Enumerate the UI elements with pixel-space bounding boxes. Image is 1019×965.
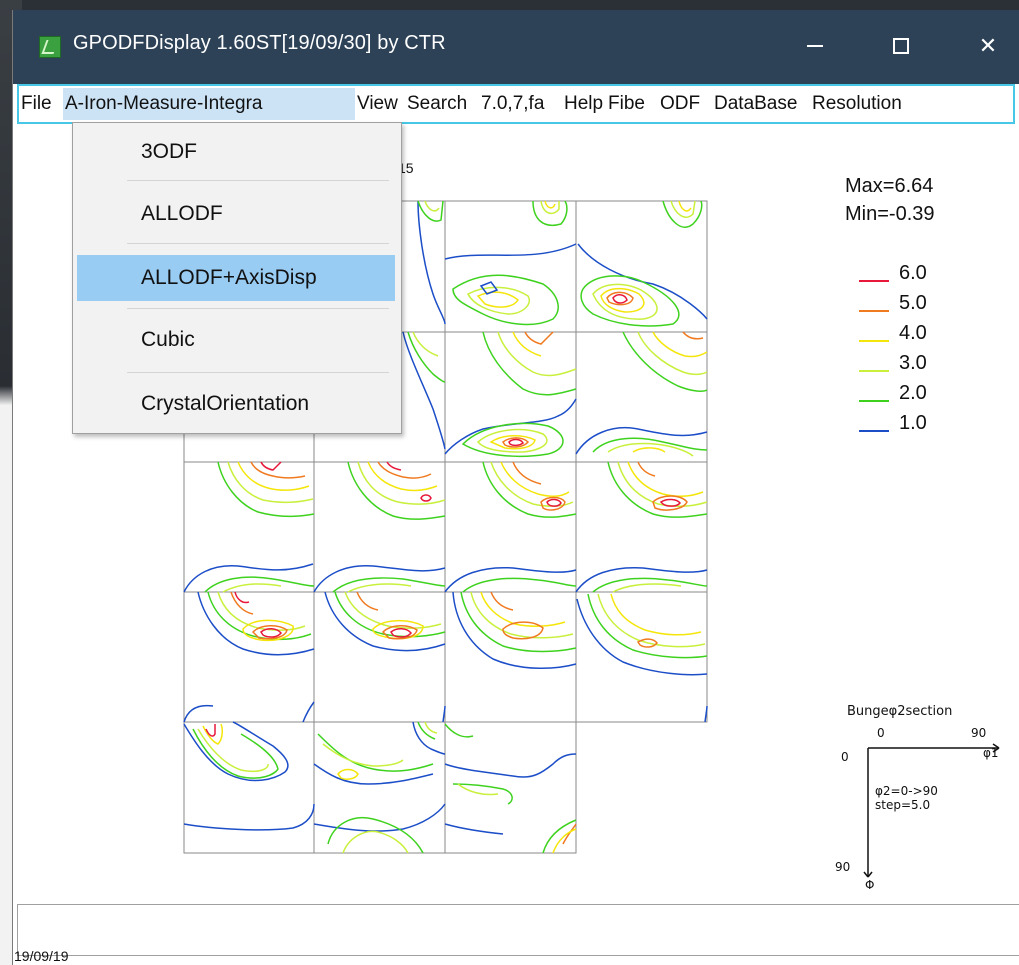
menu-search[interactable]: Search — [407, 93, 468, 114]
axis-ninety-left: 90 — [835, 860, 851, 874]
menu-option-allodf[interactable]: ALLODF — [141, 202, 223, 225]
status-date: 19/09/19 — [14, 948, 69, 964]
legend-label-4: 4.0 — [899, 322, 927, 344]
maximize-button[interactable] — [871, 24, 931, 68]
legend-label-5: 5.0 — [899, 292, 927, 314]
legend-label-3: 3.0 — [899, 352, 927, 374]
close-icon: ✕ — [978, 33, 998, 58]
menu-fibe[interactable]: Fibe — [608, 93, 645, 114]
menu-database[interactable]: DataBase — [714, 93, 798, 114]
legend-swatch-4 — [859, 340, 889, 342]
minimize-button[interactable] — [785, 24, 845, 68]
window-title: GPODFDisplay 1.60ST[19/09/30] by CTR — [73, 32, 446, 54]
dropdown-menu: 3ODF ALLODF ALLODF+AxisDisp Cubic Crysta… — [72, 122, 402, 434]
axis-zero-left: 0 — [841, 750, 849, 764]
legend-swatch-3 — [859, 370, 889, 372]
menu-separator — [127, 308, 389, 309]
legend-label-6: 6.0 — [899, 262, 927, 284]
menu-bar: File A-Iron-Measure-Integra View Search … — [17, 84, 1015, 124]
legend-swatch-1 — [859, 430, 889, 432]
menu-view[interactable]: View — [357, 93, 398, 114]
menu-separator — [127, 243, 389, 244]
title-bar[interactable]: GPODFDisplay 1.60ST[19/09/30] by CTR ✕ — [13, 10, 1019, 84]
menu-odf[interactable]: ODF — [660, 93, 701, 114]
plot-area: 15 Max=6.64 Min=-0.39 6.0 5.0 4.0 3.0 2.… — [13, 124, 1019, 914]
menu-file[interactable]: File — [21, 93, 52, 114]
axis-Phi: Φ — [865, 878, 875, 892]
axis-ninety-top: 90 — [971, 726, 987, 740]
minimize-icon — [807, 45, 823, 47]
legend-label-1: 1.0 — [899, 412, 927, 434]
axis-phi1: φ1 — [983, 746, 999, 760]
menu-option-crystal-orientation[interactable]: CrystalOrientation — [141, 392, 310, 415]
legend-label-2: 2.0 — [899, 382, 927, 404]
range-text: φ2=0->90 — [875, 784, 938, 798]
menu-help[interactable]: Help — [564, 93, 604, 114]
menu-resolution[interactable]: Resolution — [812, 93, 902, 114]
menu-separator — [127, 372, 389, 373]
menu-option-cubic[interactable]: Cubic — [141, 328, 195, 351]
odf-section-plot — [183, 200, 1000, 878]
legend-swatch-2 — [859, 400, 889, 402]
status-field[interactable] — [17, 904, 1019, 956]
close-button[interactable]: ✕ — [958, 24, 1018, 68]
legend-swatch-5 — [859, 310, 889, 312]
menu-settings-value[interactable]: 7.0,7,fa — [481, 93, 545, 114]
step-text: step=5.0 — [875, 798, 931, 812]
app-icon — [39, 36, 61, 58]
maximize-icon — [893, 38, 909, 54]
axis-zero-top: 0 — [877, 726, 885, 740]
min-value: Min=-0.39 — [845, 203, 935, 225]
menu-option-3odf[interactable]: 3ODF — [141, 140, 198, 163]
legend-swatch-6 — [859, 280, 889, 282]
menu-a-iron-measure[interactable]: A-Iron-Measure-Integra — [63, 88, 355, 120]
max-value: Max=6.64 — [845, 175, 934, 197]
axis-title: Bungeφ2section — [847, 704, 953, 719]
menu-separator — [127, 180, 389, 181]
menu-option-allodf-axisdisp[interactable]: ALLODF+AxisDisp — [77, 255, 395, 301]
app-window: GPODFDisplay 1.60ST[19/09/30] by CTR ✕ F… — [12, 10, 1019, 965]
